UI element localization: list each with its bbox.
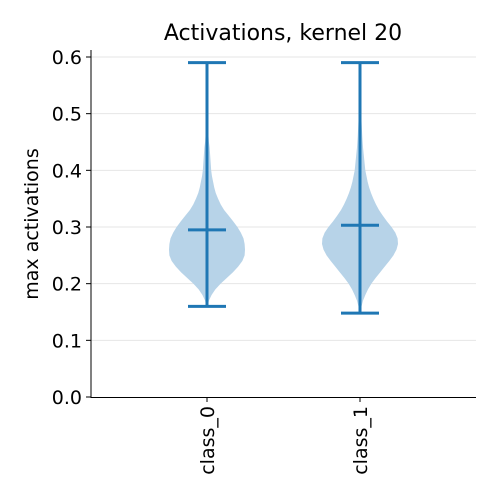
y-tick-label: 0.1: [52, 330, 82, 352]
chart-title: Activations, kernel 20: [164, 21, 402, 46]
y-tick-label: 0.4: [52, 160, 82, 182]
axes: [90, 50, 476, 398]
y-tick-label: 0.2: [52, 274, 82, 296]
y-ticks: 0.0 0.1 0.2 0.3 0.4 0.5 0.6: [52, 47, 91, 409]
y-tick-label: 0.6: [52, 47, 82, 69]
y-tick-label: 0.5: [52, 104, 82, 126]
violin-series: [169, 61, 398, 315]
y-tick-label: 0.3: [52, 217, 82, 239]
x-tick-label: class_0: [197, 406, 219, 475]
x-tick-label: class_1: [350, 406, 372, 475]
grid-lines: [91, 56, 476, 341]
y-tick-label: 0.0: [52, 387, 82, 409]
y-axis-label: max activations: [21, 148, 43, 299]
x-ticks: class_0 class_1: [197, 397, 372, 475]
